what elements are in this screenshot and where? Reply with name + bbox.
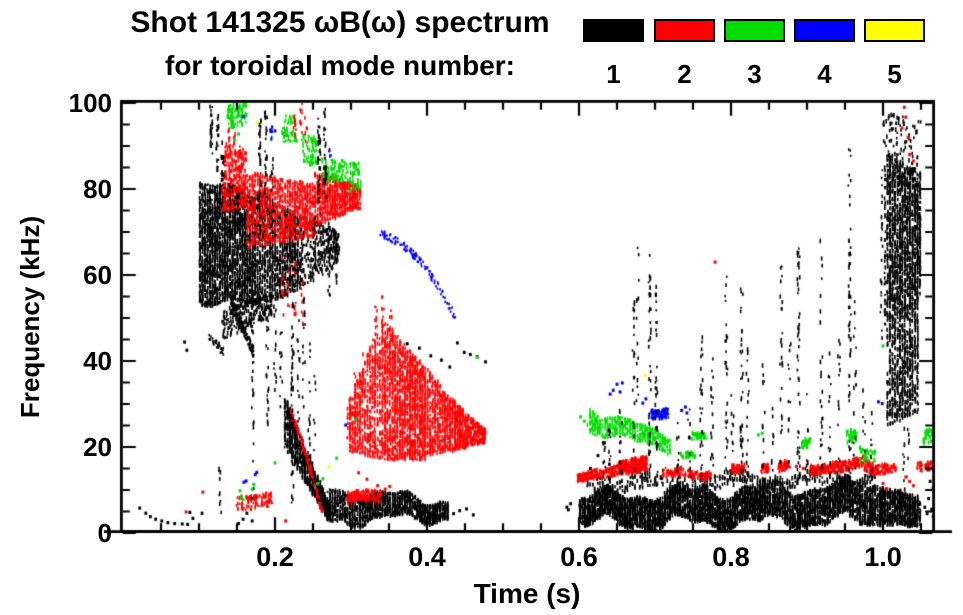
x-tick-label: 0.4 [408,542,446,572]
mode-legend: 1 2 3 4 5 [583,19,928,89]
y-tick-label: 40 [83,346,112,376]
legend-mode-label-2: 2 [677,59,692,89]
legend-swatch-mode-2 [654,19,715,42]
legend-swatch-mode-1 [583,19,644,42]
legend-mode-label-5: 5 [887,59,902,89]
legend-mode-label-1: 1 [606,59,621,89]
legend-mode-label-4: 4 [817,59,832,89]
chart-title-line2: for toroidal mode number: [165,50,515,81]
x-tick-label: 0.2 [256,542,294,572]
legend-swatch-mode-3 [724,19,785,42]
chart-title-line1: Shot 141325 ωB(ω) spectrum [130,6,550,39]
y-tick-label: 0 [97,518,112,548]
y-tick-label: 100 [68,88,112,118]
x-tick-label: 1.0 [864,542,902,572]
y-axis-title: Frequency (kHz) [15,215,45,419]
legend-swatch-mode-5 [864,19,925,42]
y-tick-label: 20 [83,432,112,462]
x-tick-label: 0.6 [560,542,598,572]
y-tick-label: 60 [83,260,112,290]
legend-swatch-mode-4 [794,19,855,42]
x-axis-title: Time (s) [473,578,581,609]
x-tick-label: 0.8 [712,542,750,572]
y-tick-label: 80 [83,174,112,204]
legend-mode-label-3: 3 [747,59,762,89]
